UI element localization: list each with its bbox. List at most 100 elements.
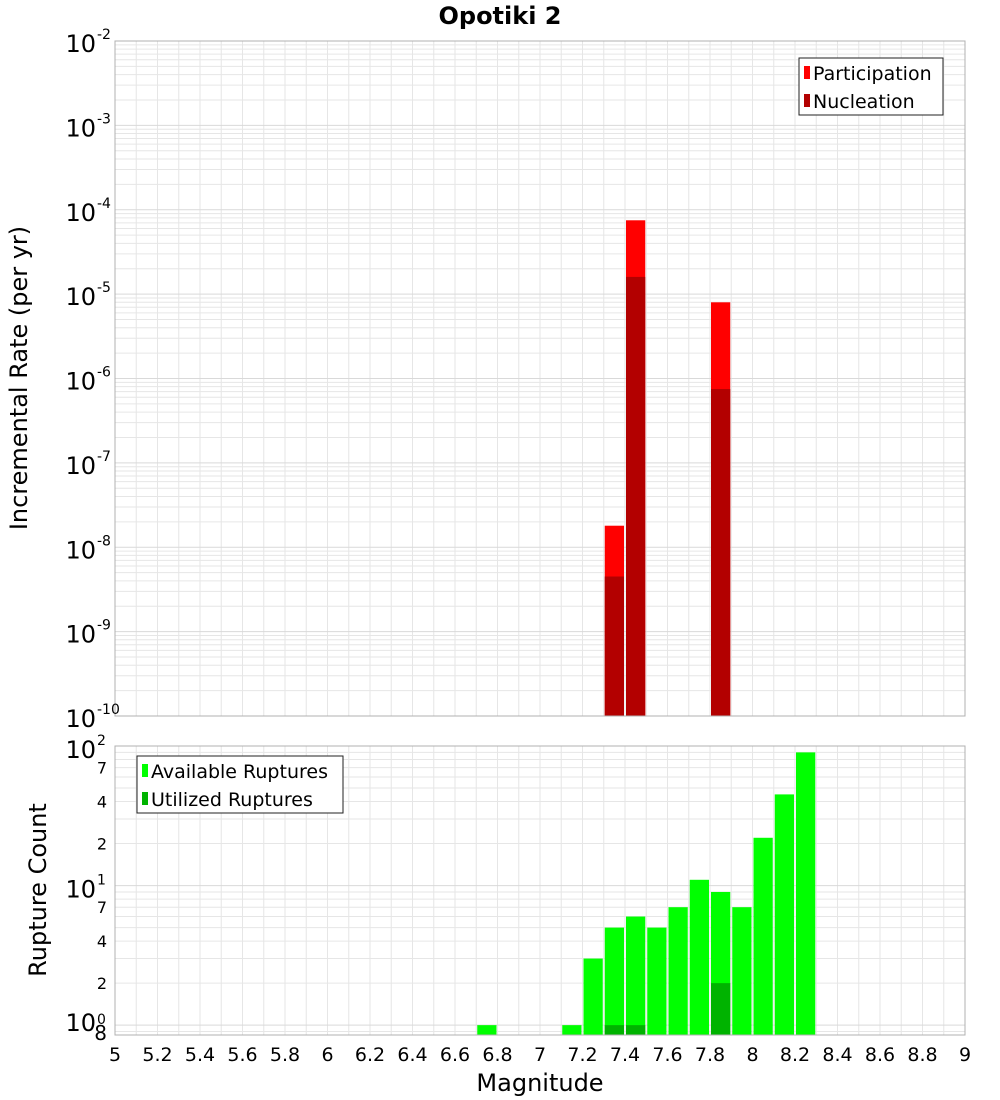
top-y-tick-base: 10 (65, 368, 96, 396)
nucleation-bar (626, 276, 646, 716)
x-tick: 8.4 (822, 1044, 852, 1066)
top-y-tick-exp: -2 (97, 27, 111, 43)
top-y-tick-exp: -5 (97, 280, 111, 296)
top-y-tick-exp: -4 (97, 196, 111, 212)
available-ruptures-bar (668, 907, 688, 1035)
x-tick: 7 (534, 1044, 546, 1066)
bottom-y-tick-base: 10 (65, 736, 96, 764)
legend-entry: Nucleation (813, 91, 915, 113)
bottom-y-tick-exp: 1 (97, 873, 106, 889)
available-ruptures-bar (796, 752, 816, 1035)
x-tick: 5.8 (270, 1044, 300, 1066)
bottom-legend: Available Ruptures Utilized Ruptures (136, 755, 344, 814)
nucleation-bar (711, 389, 731, 716)
top-y-tick: 10 -2 (65, 27, 111, 58)
x-axis-label: Magnitude (476, 1069, 603, 1097)
top-y-tick-exp: -8 (97, 533, 111, 549)
top-y-tick-exp: -10 (97, 702, 120, 718)
top-y-tick: 10 -3 (65, 111, 111, 142)
top-y-tick-base: 10 (65, 621, 96, 649)
top-grid (114, 40, 966, 717)
top-y-tick: 10 -8 (65, 533, 111, 564)
utilized-ruptures-bar (604, 1025, 624, 1035)
bottom-y-minor-tick: 2 (97, 974, 107, 993)
top-y-tick-base: 10 (65, 114, 96, 142)
x-tick: 6 (321, 1044, 333, 1066)
top-bars (604, 220, 731, 717)
x-tick: 7.4 (610, 1044, 640, 1066)
bottom-y-tick: 10 0 (65, 1009, 105, 1037)
top-y-axis-label: Incremental Rate (per yr) (5, 226, 33, 530)
bottom-y-tick: 10 2 (65, 733, 105, 764)
bottom-y-minor-tick: 7 (97, 759, 107, 778)
top-y-tick-base: 10 (65, 705, 96, 733)
top-y-tick: 10 -4 (65, 196, 111, 227)
bottom-y-tick-base: 10 (65, 1009, 96, 1037)
x-tick: 9 (959, 1044, 971, 1066)
x-tick: 5.2 (142, 1044, 172, 1066)
nucleation-bar (604, 576, 624, 716)
available-ruptures-bar (732, 907, 752, 1035)
bottom-y-tick-exp: 2 (97, 733, 106, 749)
legend-swatch (804, 94, 810, 107)
top-y-tick-exp: -9 (97, 618, 111, 634)
bottom-y-minor-tick: 4 (97, 793, 107, 812)
top-y-tick-base: 10 (65, 283, 96, 311)
available-ruptures-bar (562, 1025, 582, 1035)
legend-entry: Available Ruptures (151, 761, 328, 783)
available-ruptures-bar (647, 927, 667, 1035)
bottom-y-minor-tick: 7 (97, 898, 107, 917)
top-y-tick-labels: 10-210-310-410-510-610-710-810-910-10 (65, 27, 119, 733)
bottom-y-axis-label: Rupture Count (24, 803, 52, 977)
top-plot-frame (114, 40, 966, 717)
available-ruptures-bar (774, 794, 794, 1035)
bottom-bars (477, 752, 816, 1035)
utilized-ruptures-bar (626, 1025, 646, 1035)
x-tick: 6.6 (440, 1044, 470, 1066)
legend-swatch (804, 66, 810, 79)
bottom-y-tick-exp: 0 (97, 1012, 106, 1028)
top-y-tick: 10 -6 (65, 365, 111, 396)
top-y-tick-base: 10 (65, 30, 96, 58)
bottom-y-minor-tick: 2 (97, 835, 107, 854)
bottom-y-tick: 10 1 (65, 873, 105, 904)
bottom-y-tick-base: 10 (65, 876, 96, 904)
legend-box (798, 57, 944, 116)
x-tick: 8.6 (865, 1044, 895, 1066)
available-ruptures-bar (604, 927, 624, 1035)
x-tick-labels: 5 5.2 5.4 5.6 5.8 6 6.2 6.4 6.6 6.8 7 7.2 7.4 7.6 7.8 8… (109, 1044, 971, 1066)
legend-entry: Utilized Ruptures (151, 789, 313, 811)
x-tick: 7.6 (652, 1044, 682, 1066)
top-y-tick-base: 10 (65, 199, 96, 227)
utilized-ruptures-bar (711, 983, 731, 1035)
legend-swatch (142, 764, 148, 777)
x-tick: 6.2 (355, 1044, 385, 1066)
legend-swatch (142, 792, 148, 805)
top-y-tick-base: 10 (65, 452, 96, 480)
chart-title: Opotiki 2 (438, 2, 561, 30)
available-ruptures-bar (583, 958, 603, 1035)
top-y-tick-exp: -6 (97, 365, 111, 381)
x-tick: 7.8 (695, 1044, 725, 1066)
top-legend: Participation Nucleation (798, 57, 944, 116)
bottom-y-minor-tick: 4 (97, 932, 107, 951)
top-y-tick-exp: -7 (97, 449, 111, 465)
x-tick: 5 (109, 1044, 121, 1066)
top-y-tick-exp: -3 (97, 111, 111, 127)
x-tick: 6.4 (397, 1044, 427, 1066)
available-ruptures-bar (626, 916, 646, 1035)
x-tick: 5.4 (185, 1044, 215, 1066)
legend-entry: Participation (813, 63, 932, 85)
available-ruptures-bar (477, 1025, 497, 1035)
top-y-tick-base: 10 (65, 536, 96, 564)
top-y-tick: 10 -5 (65, 280, 111, 311)
x-tick: 7.2 (567, 1044, 597, 1066)
bottom-y-minor-tick: 8 (94, 1021, 107, 1045)
bottom-plot-frame (114, 745, 966, 1036)
x-tick: 8.8 (907, 1044, 937, 1066)
top-y-tick: 10 -9 (65, 618, 111, 649)
legend-box (136, 755, 344, 814)
top-y-tick: 10 -10 (65, 702, 119, 733)
available-ruptures-bar (689, 879, 709, 1035)
